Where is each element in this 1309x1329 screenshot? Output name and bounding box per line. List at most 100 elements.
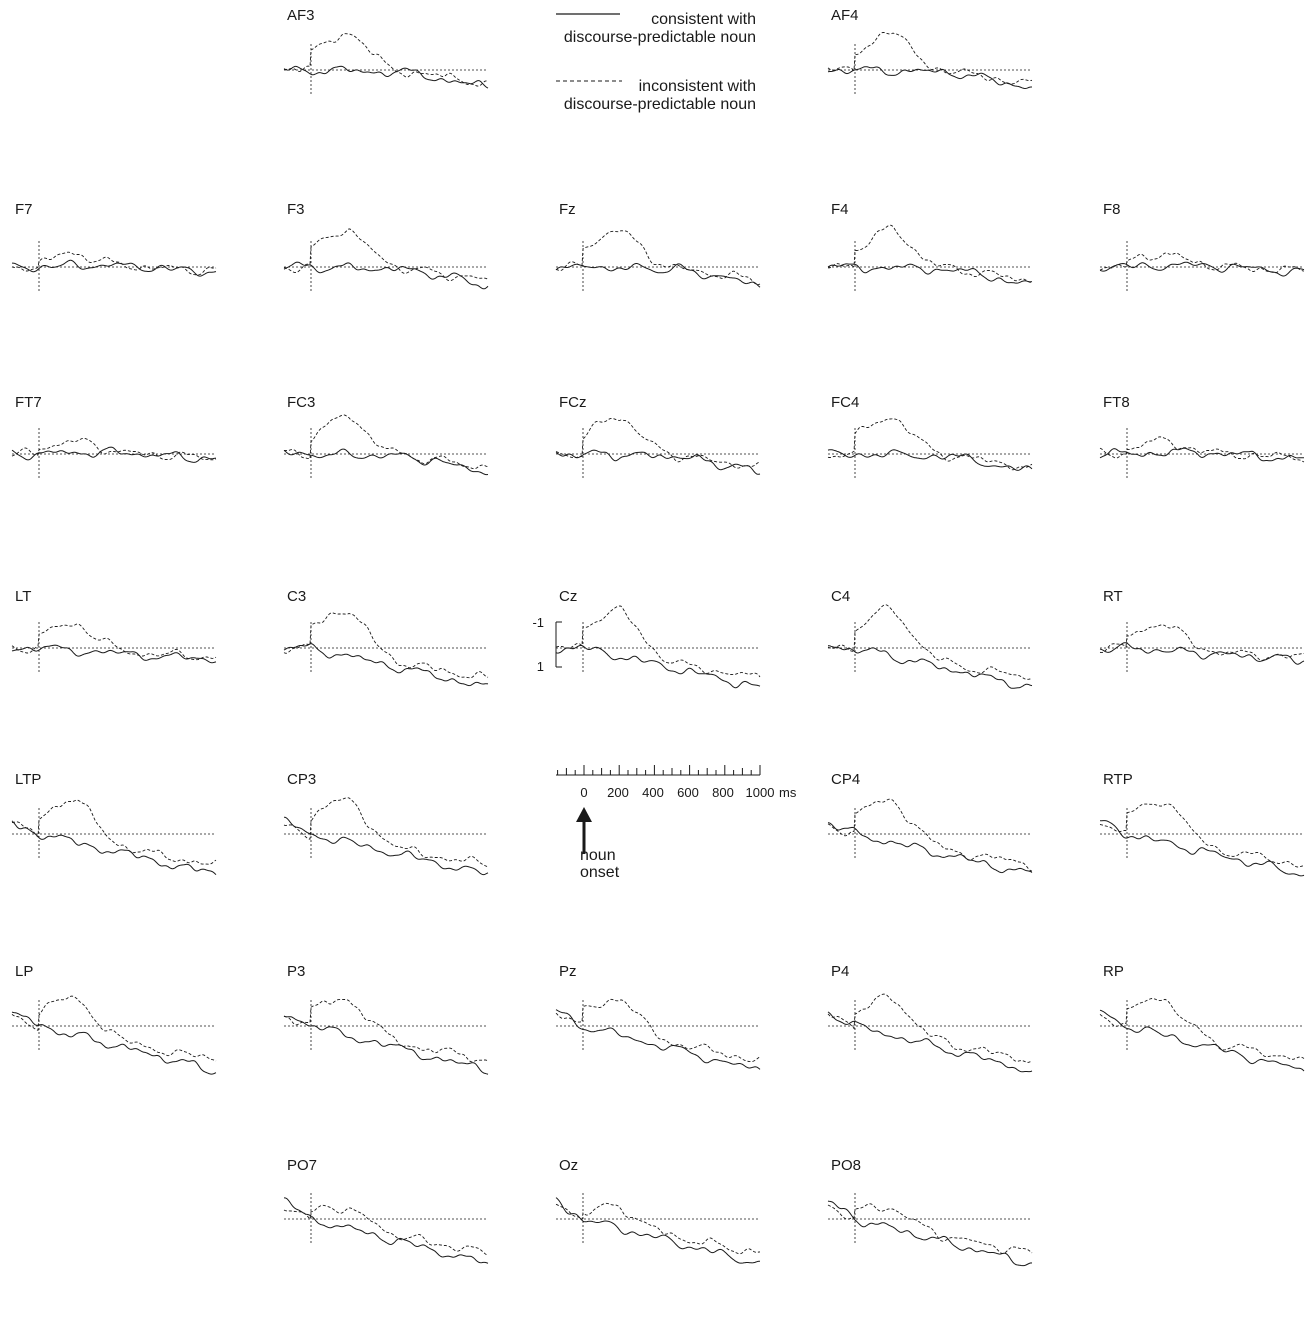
y-scale-bar: -1 1 (532, 615, 562, 674)
x-tick-label-800: 800 (712, 785, 734, 800)
electrode-label-Oz: Oz (559, 1157, 578, 1174)
electrode-label-CP4: CP4 (831, 771, 860, 788)
waveform-consistent-PO8 (827, 1200, 1033, 1267)
waveform-inconsistent-LTP (11, 799, 217, 865)
waveform-inconsistent-PO7 (283, 1204, 489, 1256)
waveform-consistent-F4 (827, 263, 1033, 284)
panel-Pz: Pz (555, 963, 761, 1070)
waveform-consistent-RT (1099, 642, 1305, 665)
electrode-label-FC3: FC3 (287, 394, 315, 411)
waveform-consistent-F7 (12, 259, 217, 277)
waveform-inconsistent-F8 (1099, 252, 1305, 274)
legend: consistent with discourse-predictable no… (556, 11, 756, 113)
waveform-consistent-Oz (555, 1197, 761, 1264)
electrode-label-FT8: FT8 (1103, 394, 1130, 411)
electrode-label-RT: RT (1103, 588, 1123, 605)
waveform-inconsistent-Pz (555, 998, 761, 1063)
electrode-label-F4: F4 (831, 201, 849, 218)
waveform-consistent-FCz (555, 449, 761, 475)
panel-C4: C4 (827, 588, 1033, 689)
waveform-inconsistent-C4 (827, 604, 1033, 680)
waveform-consistent-LP (11, 1011, 217, 1075)
waveform-inconsistent-F7 (11, 251, 217, 276)
waveform-inconsistent-P3 (283, 999, 489, 1063)
electrode-label-AF4: AF4 (831, 7, 859, 24)
waveform-inconsistent-CP3 (283, 797, 489, 868)
waveform-inconsistent-PO8 (827, 1203, 1033, 1254)
electrode-label-P3: P3 (287, 963, 305, 980)
electrode-panels: AF3 AF4 F7 F3 Fz F4 F8 FT7 FC3 FCz FC4 FT8 LT C3 Cz C4 R… (11, 7, 1305, 1267)
waveform-inconsistent-FT7 (11, 437, 217, 461)
electrode-label-Cz: Cz (559, 588, 577, 605)
panel-LP: LP (11, 963, 217, 1075)
panel-CP4: CP4 (827, 771, 1033, 874)
electrode-label-C3: C3 (287, 588, 306, 605)
panel-FT8: FT8 (1099, 394, 1305, 480)
panel-PO8: PO8 (827, 1157, 1033, 1267)
waveform-consistent-RP (1099, 1009, 1305, 1072)
panel-Cz: Cz (555, 588, 761, 689)
waveform-inconsistent-FC4 (827, 418, 1033, 471)
waveform-inconsistent-FT8 (1099, 436, 1305, 463)
waveform-inconsistent-AF3 (283, 33, 489, 87)
electrode-label-PO8: PO8 (831, 1157, 861, 1174)
x-tick-label-200: 200 (607, 785, 629, 800)
waveform-inconsistent-RP (1099, 998, 1305, 1060)
panel-C3: C3 (283, 588, 489, 687)
electrode-label-C4: C4 (831, 588, 850, 605)
waveform-consistent-CP4 (827, 822, 1033, 874)
panel-FCz: FCz (555, 394, 761, 480)
waveform-inconsistent-P4 (827, 993, 1033, 1063)
panel-PO7: PO7 (283, 1157, 489, 1264)
waveform-inconsistent-F3 (283, 228, 489, 282)
onset-label-line2: onset (580, 864, 620, 881)
waveform-consistent-Pz (555, 1009, 761, 1070)
waveform-consistent-C3 (283, 643, 489, 687)
panel-FC4: FC4 (827, 394, 1033, 480)
panel-F4: F4 (827, 201, 1033, 293)
waveform-inconsistent-RTP (1099, 803, 1305, 868)
electrode-label-F8: F8 (1103, 201, 1121, 218)
x-tick-label-600: 600 (677, 785, 699, 800)
x-unit-label: ms (779, 785, 797, 800)
waveform-consistent-FT8 (1099, 447, 1304, 462)
waveform-consistent-PO7 (284, 1197, 489, 1264)
panel-FT7: FT7 (11, 394, 217, 480)
panel-LT: LT (11, 588, 217, 674)
electrode-label-AF3: AF3 (287, 7, 315, 24)
waveform-consistent-AF3 (283, 65, 489, 89)
x-tick-label-1000: 1000 (746, 785, 775, 800)
waveform-consistent-F8 (1099, 261, 1305, 277)
waveform-inconsistent-F4 (827, 224, 1033, 284)
electrode-label-RTP: RTP (1103, 771, 1133, 788)
x-tick-label-400: 400 (642, 785, 664, 800)
waveform-consistent-P3 (283, 1015, 489, 1075)
waveform-consistent-C4 (827, 645, 1033, 689)
panel-F7: F7 (11, 201, 217, 293)
electrode-label-PO7: PO7 (287, 1157, 317, 1174)
waveform-inconsistent-RT (1099, 624, 1304, 661)
electrode-label-LTP: LTP (15, 771, 41, 788)
waveform-consistent-LTP (11, 820, 217, 875)
y-tick-label-1: 1 (537, 659, 544, 674)
electrode-label-LP: LP (15, 963, 33, 980)
waveform-inconsistent-C3 (283, 612, 489, 679)
waveform-consistent-Cz (555, 644, 761, 689)
panel-F3: F3 (283, 201, 489, 293)
panel-F8: F8 (1099, 201, 1305, 293)
waveform-inconsistent-Oz (555, 1202, 761, 1255)
legend-consistent-line1: consistent with (651, 11, 756, 28)
x-tick-label-0: 0 (580, 785, 587, 800)
electrode-label-FC4: FC4 (831, 394, 859, 411)
electrode-label-RP: RP (1103, 963, 1124, 980)
panel-LTP: LTP (11, 771, 217, 875)
legend-inconsistent-line1: inconsistent with (639, 78, 756, 95)
electrode-label-LT: LT (15, 588, 31, 605)
waveform-consistent-LT (11, 644, 217, 664)
waveform-inconsistent-CP4 (827, 798, 1033, 872)
x-time-axis: 0 200 400 600 800 1000 ms (556, 765, 797, 800)
legend-inconsistent-line2: discourse-predictable noun (564, 96, 756, 113)
electrode-label-Pz: Pz (559, 963, 577, 980)
panel-AF3: AF3 (283, 7, 489, 96)
